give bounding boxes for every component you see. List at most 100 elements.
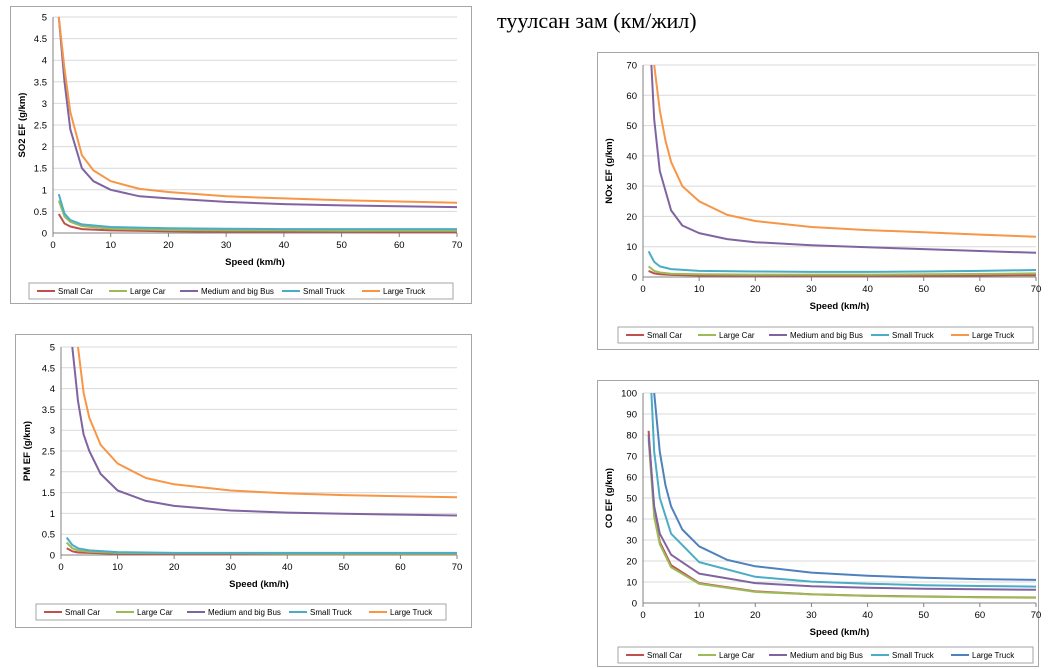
y-tick-label: 0	[632, 599, 637, 610]
nox-chart: 0 10 20 30 40 50 60 70 0 10 20 30 40 50 60 70 Speed (km/…	[597, 52, 1042, 350]
series-line-small-truck	[57, 193, 457, 231]
legend-label-large-truck: Large Truck	[390, 608, 433, 617]
nox-chart-svg: 0 10 20 30 40 50 60 70 0 10 20 30 40 50 60 70 Speed (km/…	[604, 61, 1042, 344]
x-tick-label: 20	[163, 240, 174, 251]
y-tick-label: 30	[626, 536, 637, 547]
series-line-small-truck	[65, 536, 457, 554]
y-tick-label: 1	[42, 185, 47, 196]
x-tick-label: 10	[105, 240, 116, 251]
pm-chart: 0 0.5 1 1.5 2 2.5 3 3.5 4 4.5 5 0 10 20 30 40 50 60 70 Spee…	[15, 334, 472, 628]
y-tick-label: 50	[626, 121, 637, 132]
y-tick-label: 70	[626, 61, 637, 72]
series-line-medium-and-big-bus	[650, 64, 1036, 254]
legend-box	[28, 282, 454, 300]
series-line-small-car	[57, 213, 457, 233]
so2-chart: 0 0.5 1 1.5 2 2.5 3 3.5 4 4.5 5 0 10 20 30 40 50 60 70 Spee…	[10, 6, 472, 304]
y-tick-label: 1	[50, 509, 55, 520]
y-tick-label: 2	[50, 467, 55, 478]
y-tick-label: 2	[42, 142, 47, 153]
x-tick-label: 50	[336, 240, 347, 251]
page-heading: туулсан зам (км/жил)	[497, 8, 697, 33]
y-tick-label: 2.5	[34, 121, 47, 132]
x-tick-label: 20	[169, 562, 180, 573]
y-tick-label: 40	[626, 151, 637, 162]
x-tick-label: 60	[394, 240, 405, 251]
x-axis-title: Speed (km/h)	[225, 257, 285, 268]
x-tick-label: 20	[750, 284, 761, 295]
y-tick-label: 0	[50, 551, 55, 562]
x-tick-label: 50	[918, 610, 929, 621]
y-tick-label: 0.5	[42, 530, 55, 541]
x-axis-title: Speed (km/h)	[810, 627, 870, 638]
legend-label-medium-and-big-bus: Medium and big Bus	[790, 331, 863, 340]
x-tick-label: 0	[50, 240, 55, 251]
x-tick-label: 40	[279, 240, 290, 251]
x-tick-label: 70	[452, 240, 463, 251]
x-tick-label: 70	[1031, 610, 1042, 621]
series-line-large-truck	[653, 392, 1036, 581]
legend-label-large-truck: Large Truck	[383, 287, 426, 296]
legend-label-small-truck: Small Truck	[892, 331, 935, 340]
x-tick-label: 50	[918, 284, 929, 295]
y-tick-label: 60	[626, 91, 637, 102]
legend-label-medium-and-big-bus: Medium and big Bus	[208, 608, 281, 617]
series-line-large-car	[647, 439, 1036, 599]
x-tick-label: 40	[862, 284, 873, 295]
y-tick-label: 50	[626, 494, 637, 505]
y-tick-label: 90	[626, 410, 637, 421]
legend-box	[617, 646, 1034, 664]
series-line-large-truck	[57, 16, 457, 204]
x-tick-label: 70	[1031, 284, 1042, 295]
y-tick-label: 0	[632, 273, 637, 284]
series-line-medium-and-big-bus	[71, 346, 457, 517]
legend-label-large-car: Large Car	[130, 287, 166, 296]
x-tick-label: 40	[862, 610, 873, 621]
y-tick-label: 40	[626, 515, 637, 526]
legend-label-small-car: Small Car	[647, 651, 682, 660]
legend-label-small-truck: Small Truck	[892, 651, 935, 660]
y-tick-label: 3	[42, 99, 47, 110]
legend-box	[35, 603, 447, 621]
pm-chart-svg: 00.511.522.533.544.550 10 20 30 40 50 60 70Spee…	[22, 343, 463, 621]
y-tick-label: 60	[626, 473, 637, 484]
y-tick-label: 3.5	[34, 77, 47, 88]
legend-label-small-car: Small Car	[65, 608, 100, 617]
y-tick-label: 4.5	[34, 34, 47, 45]
legend-label-small-truck: Small Truck	[310, 608, 353, 617]
x-tick-label: 60	[975, 284, 986, 295]
series-line-medium-and-big-bus	[647, 434, 1036, 591]
y-tick-label: 5	[50, 343, 55, 354]
series-line-large-truck	[653, 64, 1036, 238]
legend-label-large-car: Large Car	[137, 608, 173, 617]
legend-label-large-truck: Large Truck	[972, 331, 1015, 340]
y-tick-label: 80	[626, 431, 637, 442]
y-tick-label: 1.5	[34, 164, 47, 175]
y-tick-label: 5	[42, 13, 47, 24]
legend-label-large-car: Large Car	[719, 331, 755, 340]
y-tick-label: 3	[50, 426, 55, 437]
y-axis-title: SO2 EF (g/km)	[17, 93, 28, 158]
x-tick-label: 0	[640, 284, 645, 295]
legend-label-large-car: Large Car	[719, 651, 755, 660]
series-line-small-car	[648, 269, 1036, 277]
x-tick-label: 30	[806, 284, 817, 295]
y-tick-label: 20	[626, 557, 637, 568]
legend-label-small-truck: Small Truck	[303, 287, 346, 296]
legend-label-large-truck: Large Truck	[972, 651, 1015, 660]
x-tick-label: 60	[395, 562, 406, 573]
co-chart-svg: 0 10 20 30 40 50 60 70 80 90 100 0 10 20 30 40 50 60 70 Spe…	[604, 389, 1042, 664]
y-tick-label: 30	[626, 182, 637, 193]
x-tick-label: 30	[806, 610, 817, 621]
y-axis-title: NOx EF (g/km)	[604, 138, 615, 203]
x-tick-label: 0	[640, 610, 645, 621]
x-axis-title: Speed (km/h)	[229, 579, 289, 590]
x-axis-title: Speed (km/h)	[810, 301, 870, 312]
x-tick-label: 0	[58, 562, 63, 573]
y-tick-label: 3.5	[42, 405, 55, 416]
legend-label-small-car: Small Car	[58, 287, 93, 296]
series-line-medium-and-big-bus	[57, 16, 457, 209]
x-tick-label: 70	[452, 562, 463, 573]
x-tick-label: 10	[694, 610, 705, 621]
y-tick-label: 4	[42, 56, 47, 67]
x-tick-label: 50	[339, 562, 350, 573]
